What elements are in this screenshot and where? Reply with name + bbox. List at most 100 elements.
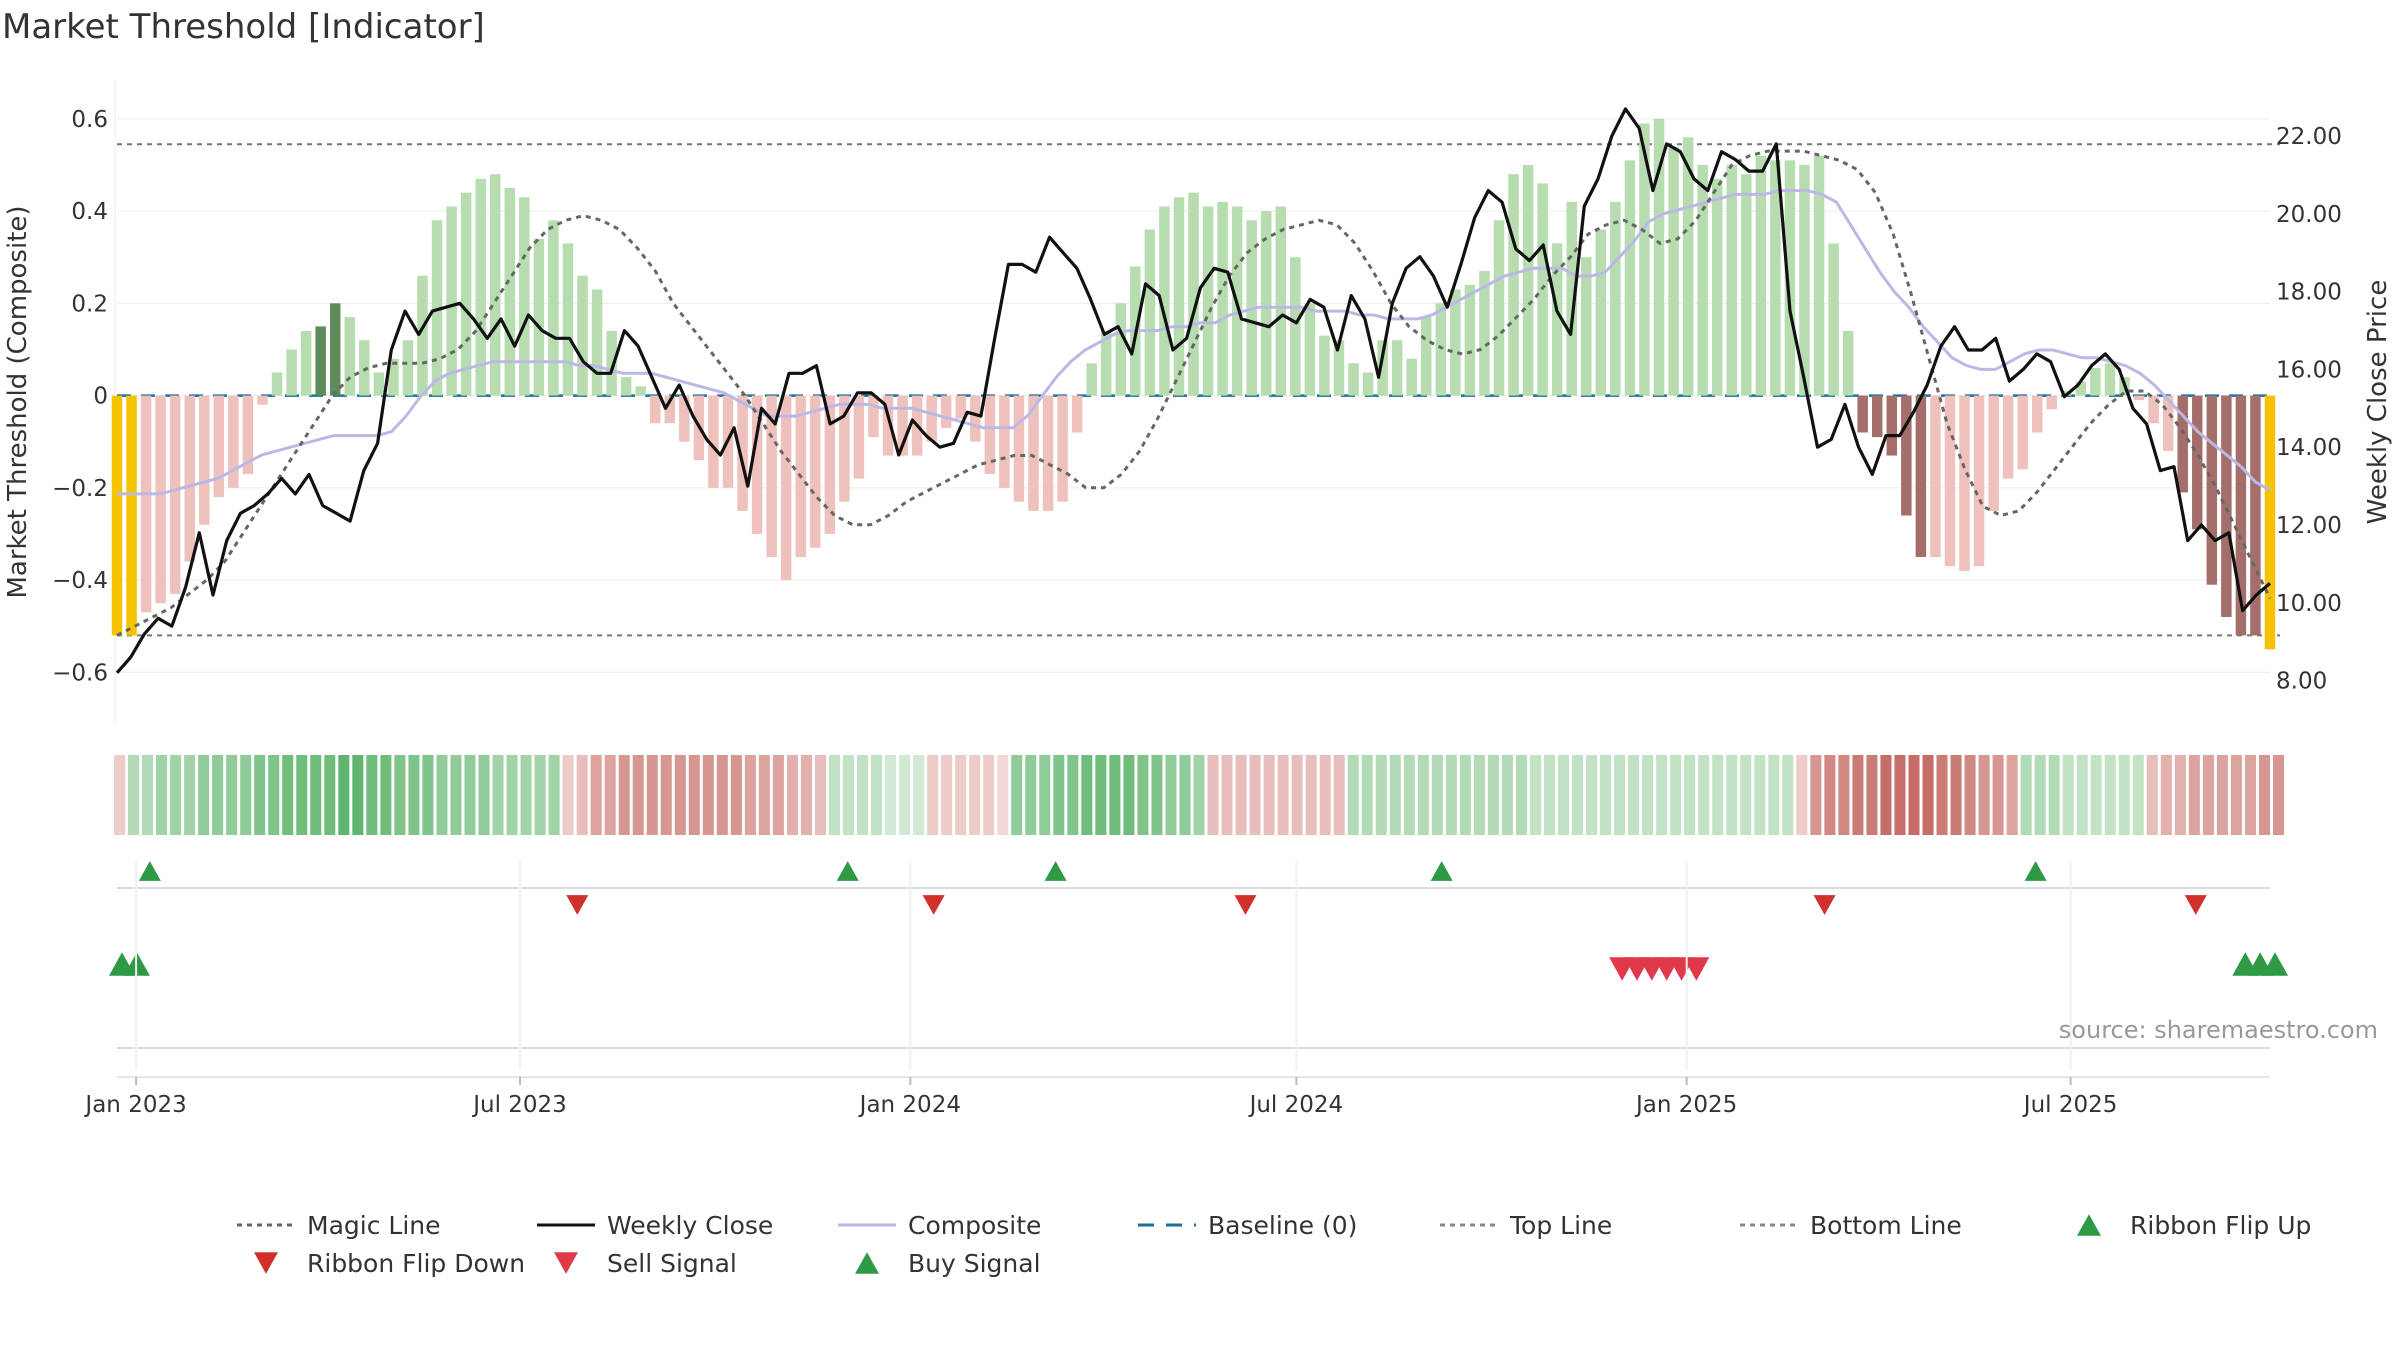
composite-bar [664, 395, 676, 424]
legend-marker-icon [2077, 1214, 2101, 1236]
ribbon-cell [1221, 755, 1233, 835]
ribbon-cell [1712, 755, 1724, 835]
ribbon-flip-up-marker [1430, 861, 1453, 881]
ribbon-cell [857, 755, 869, 835]
composite-bar [1624, 160, 1636, 396]
composite-line [117, 189, 2271, 496]
x-axis-ticks: Jan 2023 Jul 2023 Jan 2024 Jul 2024 Jan 2025… [83, 862, 2117, 1118]
ribbon-cell [730, 755, 742, 835]
ribbon-cell [380, 755, 392, 835]
composite-bar [431, 220, 443, 396]
buy-signal-marker [2262, 952, 2288, 976]
left-tick-label: −0.6 [52, 660, 108, 686]
ribbon-cell [786, 755, 798, 835]
composite-bar [751, 395, 763, 534]
ribbon-cell [1165, 755, 1177, 835]
composite-bar [955, 395, 966, 419]
composite-bar [1595, 229, 1607, 396]
ribbon-cell [2230, 755, 2242, 835]
ribbon-cell [1459, 755, 1471, 835]
composite-bar [1842, 331, 1854, 396]
composite-bar [810, 395, 821, 548]
composite-bar [1813, 155, 1825, 396]
ribbon-cell [1656, 755, 1668, 835]
ribbon-cell [1137, 755, 1149, 835]
composite-bar [126, 395, 137, 636]
ribbon-cell [450, 755, 462, 835]
ribbon-cell [2202, 755, 2214, 835]
ribbon-cell [2104, 755, 2116, 835]
ribbon-cell [1894, 755, 1906, 835]
ribbon-cell [1487, 755, 1499, 835]
composite-bar [2133, 395, 2145, 401]
ribbon-cell [2020, 755, 2032, 835]
right-tick-label: 22.00 [2276, 124, 2342, 150]
legend: Magic Line Weekly Close Composite Baseline … [237, 1211, 2311, 1278]
right-tick-label: 10.00 [2276, 591, 2342, 617]
ribbon-cell [1011, 755, 1023, 835]
ribbon-cell [997, 755, 1009, 835]
composite-bar [2162, 395, 2174, 451]
ribbon-cell [1501, 755, 1513, 835]
composite-bar [2104, 363, 2116, 396]
composite-bar [839, 395, 850, 502]
legend-item: Buy Signal [855, 1249, 1041, 1278]
composite-bar [635, 386, 646, 396]
legend-label: Weekly Close [607, 1211, 773, 1240]
composite-bar [242, 395, 254, 474]
legend-item: Ribbon Flip Down [254, 1249, 525, 1278]
ribbon-cell [1319, 755, 1331, 835]
composite-bar [475, 178, 486, 396]
composite-bar [1319, 335, 1330, 396]
ribbon-cell [1684, 755, 1696, 835]
ribbon-cell [1572, 755, 1584, 835]
ribbon-cell [1810, 755, 1822, 835]
weekly-close-line [115, 107, 2272, 674]
ribbon-cell [1964, 755, 1976, 835]
ribbon-cell [2118, 755, 2130, 835]
ribbon-cell [268, 755, 280, 835]
composite-bar [1042, 395, 1054, 511]
legend-label: Composite [908, 1211, 1041, 1240]
x-tick-label: Jul 2023 [471, 1092, 567, 1118]
ribbon-cell [1263, 755, 1275, 835]
composite-bar [1959, 395, 1970, 571]
legend-item: Ribbon Flip Up [2077, 1211, 2311, 1240]
x-tick-label: Jul 2024 [1248, 1092, 1344, 1118]
ribbon-cell [1936, 755, 1948, 835]
ribbon-cell [1543, 755, 1555, 835]
composite-bar [1508, 174, 1519, 396]
ribbon-cell [1529, 755, 1541, 835]
ribbon-cell [1866, 755, 1878, 835]
composite-bar [1901, 395, 1912, 516]
ribbon-cell [240, 755, 252, 835]
ribbon-cell [1950, 755, 1962, 835]
ribbon-cell [716, 755, 728, 835]
ribbon-cell [282, 755, 294, 835]
composite-bar [970, 395, 981, 442]
reference-lines [117, 143, 2280, 637]
composite-bar [1013, 395, 1025, 502]
composite-bar [1173, 197, 1185, 396]
legend-label: Sell Signal [607, 1249, 737, 1278]
composite-bar [140, 395, 152, 613]
ribbon-flip-panel [117, 861, 2270, 915]
composite-bar [562, 243, 574, 396]
ribbon-cell [226, 755, 238, 835]
ribbon-cell [1431, 755, 1443, 835]
left-tick-label: −0.2 [52, 476, 108, 502]
ribbon-cell [1740, 755, 1752, 835]
ribbon-cell [1361, 755, 1373, 835]
ribbon-cell [198, 755, 210, 835]
composite-bar [737, 395, 748, 511]
composite-bar [2235, 395, 2247, 636]
ribbon-cell [184, 755, 196, 835]
composite-bar [1057, 395, 1068, 502]
composite-bar [2192, 395, 2203, 530]
ribbon-cell [1768, 755, 1780, 835]
composite-bar [1784, 160, 1796, 396]
composite-bar [679, 395, 690, 442]
ribbon-cell [1109, 755, 1121, 835]
source-label: source: sharemaestro.com [2059, 1016, 2378, 1044]
ribbon-cell [2090, 755, 2102, 835]
